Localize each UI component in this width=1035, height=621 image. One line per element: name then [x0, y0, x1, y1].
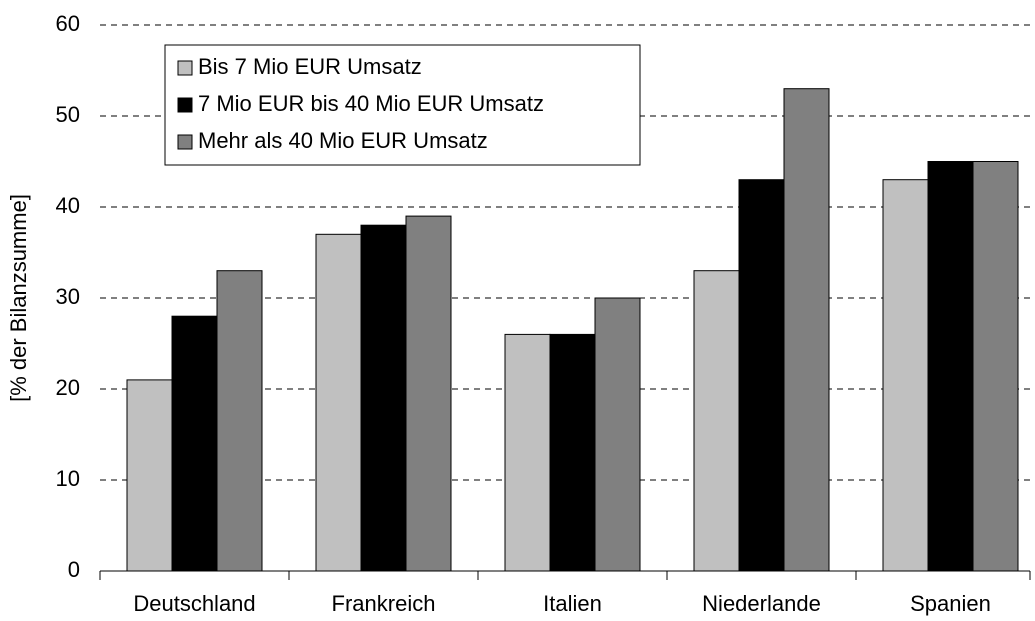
legend-swatch: [177, 134, 193, 150]
bar: [972, 161, 1019, 572]
bar: [549, 333, 596, 572]
x-tick-label: Spanien: [910, 591, 991, 616]
y-tick-label: 10: [56, 466, 80, 491]
y-tick-label: 50: [56, 102, 80, 127]
x-tick-label: Frankreich: [332, 591, 436, 616]
x-tick-label: Italien: [543, 591, 602, 616]
legend-label: 7 Mio EUR bis 40 Mio EUR Umsatz: [198, 91, 544, 116]
bar: [216, 270, 263, 572]
bar: [405, 215, 452, 572]
x-tick-label: Niederlande: [702, 591, 821, 616]
bar: [738, 179, 785, 572]
y-tick-label: 0: [68, 557, 80, 582]
x-tick-label: Deutschland: [133, 591, 255, 616]
y-tick-label: 40: [56, 193, 80, 218]
y-tick-label: 60: [56, 11, 80, 36]
bar: [693, 270, 740, 572]
bar: [315, 233, 362, 572]
bar: [594, 297, 641, 572]
bar: [171, 315, 218, 572]
legend-label: Bis 7 Mio EUR Umsatz: [198, 54, 422, 79]
y-tick-label: 20: [56, 375, 80, 400]
bar: [126, 379, 173, 572]
bar: [504, 333, 551, 572]
legend-swatch: [177, 60, 193, 76]
bar: [360, 224, 407, 572]
legend-box: [164, 44, 641, 166]
bar: [927, 161, 974, 572]
y-tick-label: 30: [56, 284, 80, 309]
legend-label: Mehr als 40 Mio EUR Umsatz: [198, 128, 488, 153]
bar: [783, 88, 830, 572]
legend-swatch: [177, 97, 193, 113]
y-axis-label: [% der Bilanzsumme]: [6, 194, 31, 402]
bar: [882, 179, 929, 572]
